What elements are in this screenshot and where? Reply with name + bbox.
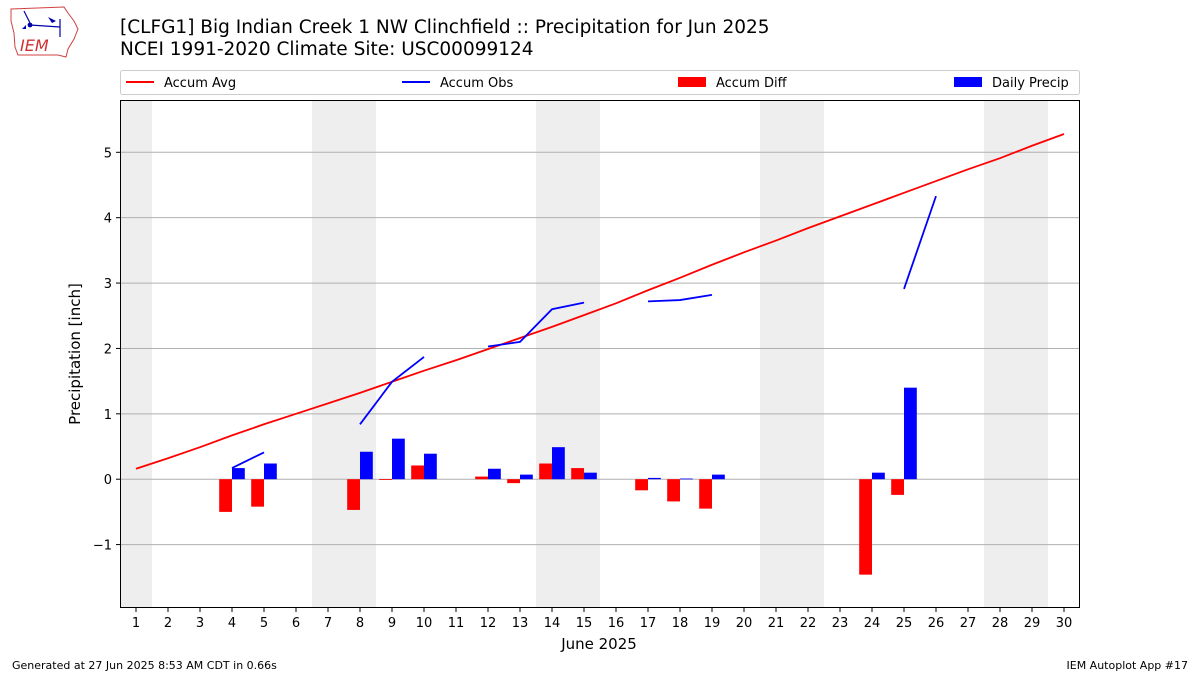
x-tick-label: 15	[576, 616, 593, 631]
x-tick-label: 4	[228, 616, 236, 631]
x-tick-label: 11	[448, 616, 465, 631]
x-tick-label: 5	[260, 616, 268, 631]
plot-frame	[120, 100, 1080, 608]
y-tick-label: −1	[93, 539, 112, 554]
x-tick-label: 13	[512, 616, 529, 631]
weekend-band	[984, 100, 1048, 608]
y-tick-label: 4	[104, 212, 112, 227]
x-tick-label: 17	[640, 616, 657, 631]
daily-precip-bar	[392, 438, 405, 480]
x-tick-label: 9	[388, 616, 396, 631]
x-tick-label: 27	[960, 616, 977, 631]
accum-diff-bar	[539, 463, 552, 480]
accum-diff-bar	[699, 479, 712, 509]
x-tick-label: 16	[608, 616, 625, 631]
y-tick-label: 2	[104, 342, 112, 357]
accum-obs-line	[487, 301, 585, 348]
accum-diff-bar	[667, 479, 680, 502]
x-tick-label: 8	[356, 616, 364, 631]
x-tick-label: 26	[928, 616, 945, 631]
legend-box	[120, 70, 1080, 95]
y-tick-label: 5	[104, 146, 112, 161]
x-tick-label: 1	[132, 616, 140, 631]
legend-label: Accum Diff	[716, 76, 788, 91]
accum-diff-bar	[219, 479, 232, 512]
x-tick-label: 12	[480, 616, 497, 631]
daily-precip-bar	[232, 468, 245, 480]
iem-logo: IEM	[10, 6, 79, 58]
accum-diff-bar	[891, 479, 904, 495]
daily-precip-bar	[488, 468, 501, 480]
x-tick-label: 2	[164, 616, 172, 631]
daily-precip-bar	[648, 477, 661, 480]
y-tick-label: 1	[104, 408, 112, 423]
x-tick-label: 3	[196, 616, 204, 631]
y-tick-label: 0	[104, 473, 112, 488]
daily-precip-bar	[584, 472, 597, 480]
accum-diff-bar	[859, 479, 872, 575]
daily-precip-bar	[680, 478, 693, 480]
x-tick-label: 25	[896, 616, 913, 631]
weekend-band	[120, 100, 152, 608]
iowa-state-outline	[10, 6, 79, 58]
legend-label: Accum Obs	[440, 76, 513, 91]
x-tick-label: 21	[768, 616, 785, 631]
accum-obs-line	[647, 293, 713, 303]
accum-obs-line	[359, 356, 425, 425]
accum-diff-bar	[379, 479, 392, 481]
daily-precip-bar	[264, 463, 277, 480]
legend-bar-swatch	[954, 77, 982, 87]
weekend-band	[312, 100, 376, 608]
accum-diff-bar	[475, 476, 488, 480]
chart-subtitle: NCEI 1991-2020 Climate Site: USC00099124	[120, 39, 534, 60]
legend-bar-swatch	[678, 77, 706, 87]
daily-precip-bar	[552, 447, 565, 480]
accum-diff-bar	[411, 465, 424, 480]
daily-precip-bar	[360, 451, 373, 480]
x-tick-label: 24	[864, 616, 881, 631]
x-axis-label: June 2025	[560, 635, 637, 653]
daily-precip-bar	[904, 387, 917, 480]
x-tick-label: 28	[992, 616, 1009, 631]
accum-avg-line	[135, 133, 1065, 470]
x-tick-label: 29	[1024, 616, 1041, 631]
weekend-band	[536, 100, 600, 608]
daily-precip-bar	[712, 474, 725, 480]
x-tick-label: 30	[1056, 616, 1073, 631]
accum-obs-line	[231, 451, 265, 469]
x-tick-label: 19	[704, 616, 721, 631]
legend-label: Daily Precip	[992, 76, 1069, 91]
weekend-band	[760, 100, 824, 608]
x-tick-label: 10	[416, 616, 433, 631]
accum-diff-bar	[251, 479, 264, 507]
accum-diff-bar	[507, 479, 520, 484]
daily-precip-bar	[872, 472, 885, 480]
logo-text: IEM	[20, 36, 49, 55]
daily-precip-bar	[424, 453, 437, 480]
x-tick-label: 7	[324, 616, 332, 631]
x-tick-label: 6	[292, 616, 300, 631]
accum-obs-line	[903, 195, 937, 290]
x-tick-label: 20	[736, 616, 753, 631]
footer-app: IEM Autoplot App #17	[1066, 659, 1189, 672]
y-axis-label: Precipitation [inch]	[66, 283, 84, 425]
legend-label: Accum Avg	[164, 76, 236, 91]
y-tick-label: 3	[104, 277, 112, 292]
x-tick-label: 14	[544, 616, 561, 631]
x-tick-label: 18	[672, 616, 689, 631]
accum-diff-bar	[635, 479, 648, 491]
x-tick-label: 22	[800, 616, 817, 631]
x-tick-label: 23	[832, 616, 849, 631]
chart-title: [CLFG1] Big Indian Creek 1 NW Clinchfiel…	[120, 17, 770, 38]
daily-precip-bar	[520, 474, 533, 480]
accum-diff-bar	[347, 479, 360, 510]
footer-generated: Generated at 27 Jun 2025 8:53 AM CDT in …	[12, 659, 277, 672]
accum-diff-bar	[571, 468, 584, 480]
